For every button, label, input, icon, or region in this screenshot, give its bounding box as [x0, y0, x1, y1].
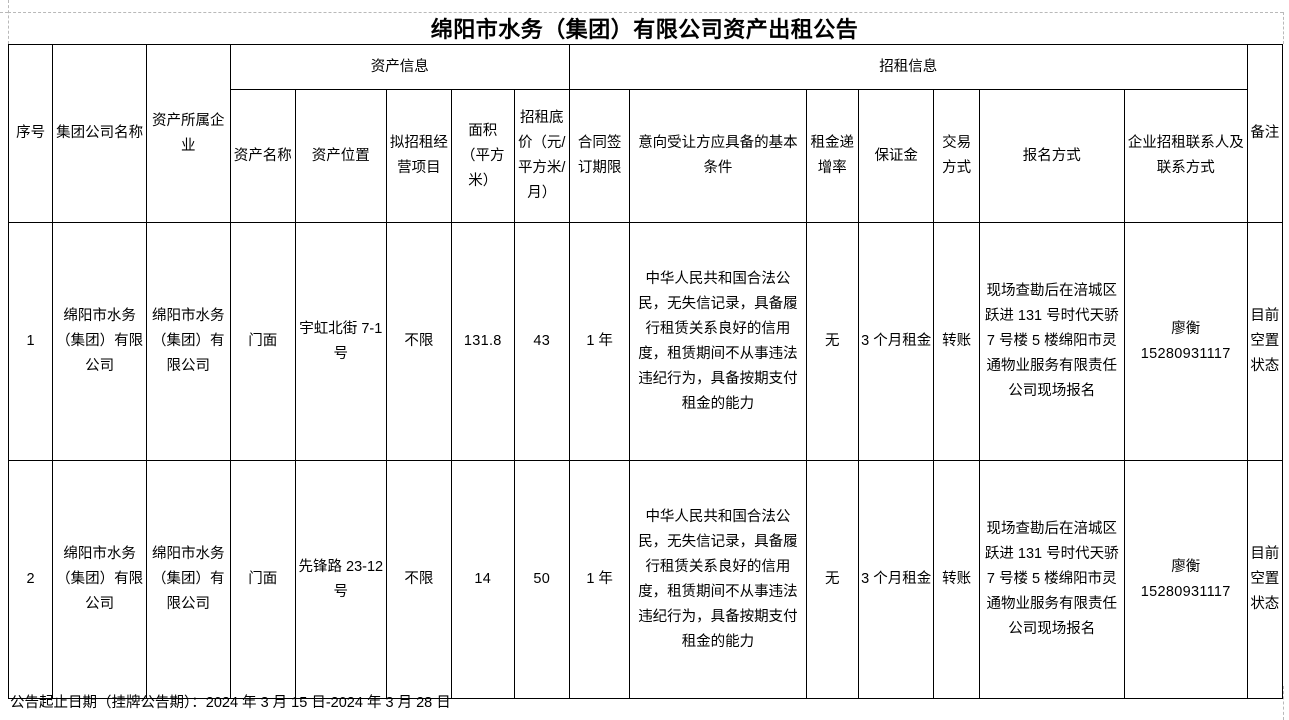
col-header-planned-business: 拟招租经营项目	[385, 89, 453, 223]
cell-contact: 廖衡 15280931117	[1123, 460, 1248, 699]
cell-seq: 1	[7, 222, 54, 461]
col-header-owner-enterprise: 资产所属企业	[145, 44, 231, 223]
asset-lease-table-container: 序号 集团公司名称 资产所属企业 资产信息 招租信息 备注 资产名称 资产位置 …	[7, 44, 1284, 699]
cell-contract-term: 1 年	[568, 222, 631, 461]
cell-registration: 现场查勘后在涪城区跃进 131 号时代天骄 7 号楼 5 楼绵阳市灵通物业服务有…	[978, 222, 1125, 461]
col-header-base-price: 招租底价（元/平方米/月）	[513, 89, 570, 223]
cell-owner-enterprise: 绵阳市水务（集团）有限公司	[145, 222, 231, 461]
cell-rent-increase: 无	[805, 460, 859, 699]
col-header-rent-increase: 租金递增率	[805, 89, 859, 223]
col-header-area: 面积（平方米）	[451, 89, 515, 223]
cell-asset-name: 门面	[229, 460, 296, 699]
table-row: 2 绵阳市水务（集团）有限公司 绵阳市水务（集团）有限公司 门面 先锋路 23-…	[7, 460, 1284, 699]
cell-area: 14	[451, 460, 515, 699]
cell-contact: 廖衡 15280931117	[1123, 222, 1248, 461]
cell-deposit: 3 个月租金	[857, 222, 935, 461]
cell-group-company: 绵阳市水务（集团）有限公司	[52, 222, 147, 461]
cell-asset-location: 先锋路 23-12 号	[294, 460, 387, 699]
table-row: 1 绵阳市水务（集团）有限公司 绵阳市水务（集团）有限公司 门面 宇虹北街 7-…	[7, 222, 1284, 461]
col-header-asset-name: 资产名称	[229, 89, 296, 223]
cell-base-price: 43	[513, 222, 570, 461]
cell-payment-method: 转账	[933, 222, 980, 461]
col-header-group-company: 集团公司名称	[52, 44, 147, 223]
contact-phone: 15280931117	[1140, 583, 1231, 600]
group-header-lease-info: 招租信息	[568, 44, 1248, 90]
cell-base-price: 50	[513, 460, 570, 699]
page-title: 绵阳市水务（集团）有限公司资产出租公告	[430, 17, 859, 42]
cell-seq: 2	[7, 460, 54, 699]
cell-owner-enterprise: 绵阳市水务（集团）有限公司	[145, 460, 231, 699]
table-group-header-row: 序号 集团公司名称 资产所属企业 资产信息 招租信息 备注	[7, 44, 1284, 223]
cell-qualifications: 中华人民共和国合法公民，无失信记录，具备履行租赁关系良好的信用度，租赁期间不从事…	[629, 222, 807, 461]
col-header-contact: 企业招租联系人及联系方式	[1123, 89, 1248, 223]
cell-remarks: 目前空置状态	[1246, 222, 1284, 461]
col-header-deposit: 保证金	[857, 89, 935, 223]
contact-name: 廖衡	[1171, 320, 1201, 337]
group-header-asset-info: 资产信息	[229, 44, 570, 90]
table-sub-header-row: 资产名称 资产位置 拟招租经营项目 面积（平方米） 招租底价（元/平方米/月） …	[9, 89, 1283, 223]
cell-asset-name: 门面	[229, 222, 296, 461]
cell-group-company: 绵阳市水务（集团）有限公司	[52, 460, 147, 699]
col-header-registration: 报名方式	[978, 89, 1125, 223]
col-header-contract-term: 合同签订期限	[568, 89, 631, 223]
cell-contract-term: 1 年	[568, 460, 631, 699]
print-guide-top-left	[0, 12, 8, 13]
col-header-remarks: 备注	[1246, 44, 1284, 223]
cell-rent-increase: 无	[805, 222, 859, 461]
col-header-seq: 序号	[7, 44, 54, 223]
asset-lease-table: 序号 集团公司名称 资产所属企业 资产信息 招租信息 备注 资产名称 资产位置 …	[7, 44, 1284, 699]
cell-qualifications: 中华人民共和国合法公民，无失信记录，具备履行租赁关系良好的信用度，租赁期间不从事…	[629, 460, 807, 699]
cell-planned-business: 不限	[385, 222, 453, 461]
cell-area: 131.8	[451, 222, 515, 461]
contact-name: 廖衡	[1171, 558, 1201, 575]
cell-deposit: 3 个月租金	[857, 460, 935, 699]
cell-payment-method: 转账	[933, 460, 980, 699]
col-header-qualifications: 意向受让方应具备的基本条件	[629, 89, 807, 223]
col-header-asset-location: 资产位置	[294, 89, 387, 223]
announcement-period-note: 公告起止日期（挂牌公告期）：2024 年 3 月 15 日-2024 年 3 月…	[10, 695, 451, 711]
cell-registration: 现场查勘后在涪城区跃进 131 号时代天骄 7 号楼 5 楼绵阳市灵通物业服务有…	[978, 460, 1125, 699]
cell-planned-business: 不限	[385, 460, 453, 699]
cell-asset-location: 宇虹北街 7-1 号	[294, 222, 387, 461]
print-guide-top	[8, 12, 1283, 13]
cell-remarks: 目前空置状态	[1246, 460, 1284, 699]
print-guide-right-bottom	[1283, 686, 1284, 720]
contact-phone: 15280931117	[1140, 345, 1231, 362]
col-header-payment-method: 交易方式	[933, 89, 980, 223]
